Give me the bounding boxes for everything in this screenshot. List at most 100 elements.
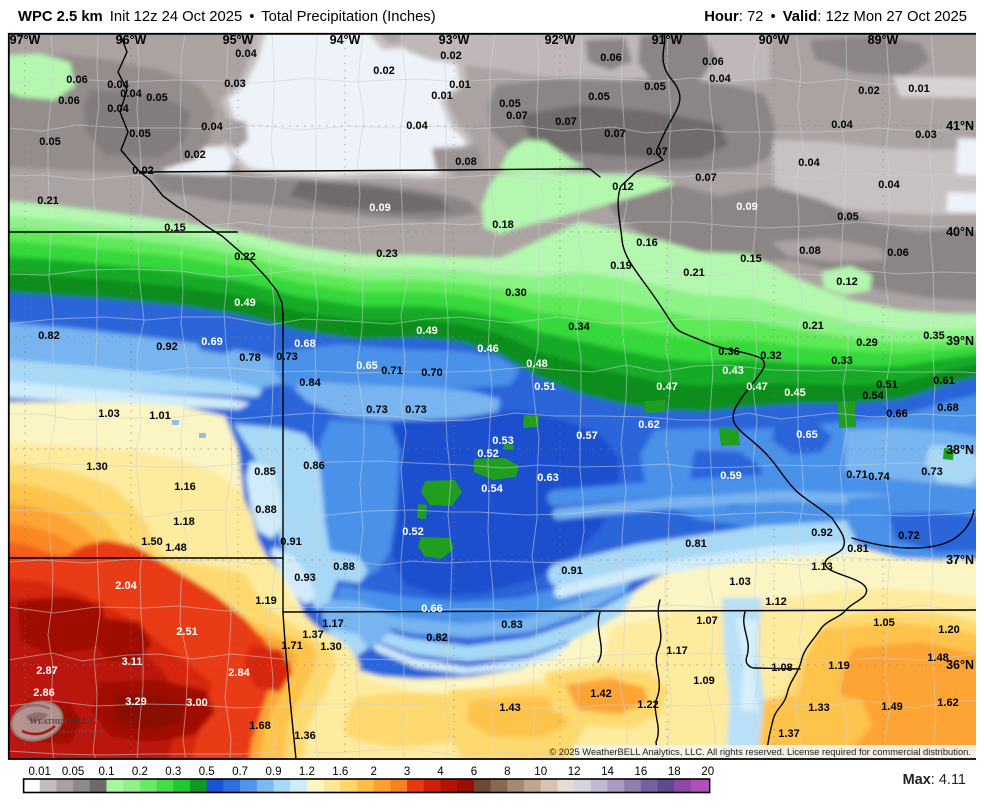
svg-text:0.05: 0.05 xyxy=(499,98,520,110)
svg-text:0.48: 0.48 xyxy=(526,358,547,370)
svg-text:1.37: 1.37 xyxy=(302,629,323,641)
svg-text:0.22: 0.22 xyxy=(234,251,255,263)
svg-text:0.02: 0.02 xyxy=(858,85,879,97)
svg-text:0.92: 0.92 xyxy=(156,341,177,353)
svg-text:0.04: 0.04 xyxy=(120,88,142,100)
svg-text:0.05: 0.05 xyxy=(129,128,150,140)
svg-text:0.08: 0.08 xyxy=(455,156,476,168)
svg-text:0.06: 0.06 xyxy=(887,247,908,259)
svg-text:0.05: 0.05 xyxy=(146,92,167,104)
svg-text:0.52: 0.52 xyxy=(402,526,423,538)
svg-text:92°W: 92°W xyxy=(545,33,576,47)
svg-text:1.03: 1.03 xyxy=(729,576,750,588)
svg-text:1.48: 1.48 xyxy=(165,542,186,554)
svg-text:0.49: 0.49 xyxy=(234,297,255,309)
svg-text:0.9: 0.9 xyxy=(266,766,282,778)
svg-text:0.54: 0.54 xyxy=(481,483,503,495)
svg-text:0.06: 0.06 xyxy=(702,56,723,68)
svg-text:38°N: 38°N xyxy=(946,443,974,457)
svg-text:0.49: 0.49 xyxy=(416,325,437,337)
svg-text:0.2: 0.2 xyxy=(132,766,148,778)
svg-text:1.22: 1.22 xyxy=(637,699,658,711)
svg-text:3.11: 3.11 xyxy=(122,656,143,668)
svg-text:0.15: 0.15 xyxy=(740,253,761,265)
svg-text:0.21: 0.21 xyxy=(37,195,58,207)
svg-text:0.07: 0.07 xyxy=(604,128,625,140)
svg-text:2.51: 2.51 xyxy=(176,626,197,638)
svg-text:1.50: 1.50 xyxy=(141,536,162,548)
svg-text:0.7: 0.7 xyxy=(232,766,248,778)
svg-text:0.81: 0.81 xyxy=(847,543,868,555)
svg-text:1.43: 1.43 xyxy=(499,702,520,714)
svg-text:90°W: 90°W xyxy=(759,33,790,47)
svg-text:1.20: 1.20 xyxy=(938,624,959,636)
svg-text:0.34: 0.34 xyxy=(568,321,590,333)
svg-text:0.88: 0.88 xyxy=(255,504,276,516)
svg-text:0.78: 0.78 xyxy=(239,352,260,364)
svg-text:4: 4 xyxy=(437,766,444,778)
svg-text:94°W: 94°W xyxy=(330,33,361,47)
svg-text:2.86: 2.86 xyxy=(33,687,54,699)
svg-text:0.05: 0.05 xyxy=(39,136,60,148)
svg-text:0.05: 0.05 xyxy=(837,211,858,223)
svg-text:1.36: 1.36 xyxy=(294,730,315,742)
svg-text:0.70: 0.70 xyxy=(421,367,442,379)
svg-text:0.51: 0.51 xyxy=(876,379,897,391)
svg-text:1.62: 1.62 xyxy=(937,697,958,709)
svg-text:0.92: 0.92 xyxy=(811,527,832,539)
svg-text:12: 12 xyxy=(568,766,581,778)
svg-text:1.09: 1.09 xyxy=(693,675,714,687)
svg-text:0.73: 0.73 xyxy=(276,351,297,363)
svg-text:0.62: 0.62 xyxy=(638,419,659,431)
svg-text:0.06: 0.06 xyxy=(600,52,621,64)
svg-text:A N A L Y T I C S L L C: A N A L Y T I C S L L C xyxy=(58,729,103,734)
svg-text:97°W: 97°W xyxy=(10,33,41,47)
svg-text:0.01: 0.01 xyxy=(449,79,470,91)
svg-text:95°W: 95°W xyxy=(223,33,254,47)
svg-text:0.07: 0.07 xyxy=(646,146,667,158)
svg-text:1.49: 1.49 xyxy=(881,701,902,713)
svg-text:0.73: 0.73 xyxy=(405,404,426,416)
svg-text:1.6: 1.6 xyxy=(332,766,348,778)
svg-text:0.05: 0.05 xyxy=(62,766,84,778)
svg-text:0.91: 0.91 xyxy=(561,565,582,577)
svg-text:0.53: 0.53 xyxy=(492,435,513,447)
svg-text:3: 3 xyxy=(404,766,410,778)
svg-text:0.81: 0.81 xyxy=(685,538,706,550)
svg-text:0.47: 0.47 xyxy=(746,381,767,393)
svg-text:0.04: 0.04 xyxy=(107,79,129,91)
svg-text:0.3: 0.3 xyxy=(165,766,181,778)
svg-text:0.68: 0.68 xyxy=(937,402,958,414)
svg-text:0.68: 0.68 xyxy=(294,338,315,350)
svg-text:1.17: 1.17 xyxy=(322,618,343,630)
svg-text:0.29: 0.29 xyxy=(856,337,877,349)
svg-text:0.82: 0.82 xyxy=(38,330,59,342)
svg-text:0.45: 0.45 xyxy=(784,387,805,399)
svg-text:0.52: 0.52 xyxy=(477,448,498,460)
svg-text:6: 6 xyxy=(471,766,477,778)
svg-text:0.63: 0.63 xyxy=(537,472,558,484)
svg-text:0.71: 0.71 xyxy=(381,365,402,377)
svg-text:1.48: 1.48 xyxy=(927,652,948,664)
svg-text:0.65: 0.65 xyxy=(796,429,817,441)
svg-text:0.04: 0.04 xyxy=(709,73,731,85)
svg-text:0.02: 0.02 xyxy=(440,50,461,62)
svg-text:3.00: 3.00 xyxy=(186,697,207,709)
svg-text:0.02: 0.02 xyxy=(373,65,394,77)
svg-text:0.91: 0.91 xyxy=(280,536,301,548)
svg-text:1.42: 1.42 xyxy=(590,688,611,700)
svg-text:0.33: 0.33 xyxy=(831,355,852,367)
svg-text:1.33: 1.33 xyxy=(808,702,829,714)
svg-text:1.17: 1.17 xyxy=(666,645,687,657)
svg-text:1.37: 1.37 xyxy=(778,728,799,740)
svg-text:1.19: 1.19 xyxy=(255,595,276,607)
svg-text:0.07: 0.07 xyxy=(555,116,576,128)
svg-text:0.21: 0.21 xyxy=(683,267,704,279)
svg-text:0.03: 0.03 xyxy=(915,129,936,141)
svg-text:36°N: 36°N xyxy=(946,658,974,672)
svg-text:0.82: 0.82 xyxy=(426,632,447,644)
svg-text:0.36: 0.36 xyxy=(718,346,739,358)
svg-text:91°W: 91°W xyxy=(652,33,683,47)
svg-text:Max: 4.11: Max: 4.11 xyxy=(903,772,966,788)
svg-text:0.04: 0.04 xyxy=(107,103,129,115)
